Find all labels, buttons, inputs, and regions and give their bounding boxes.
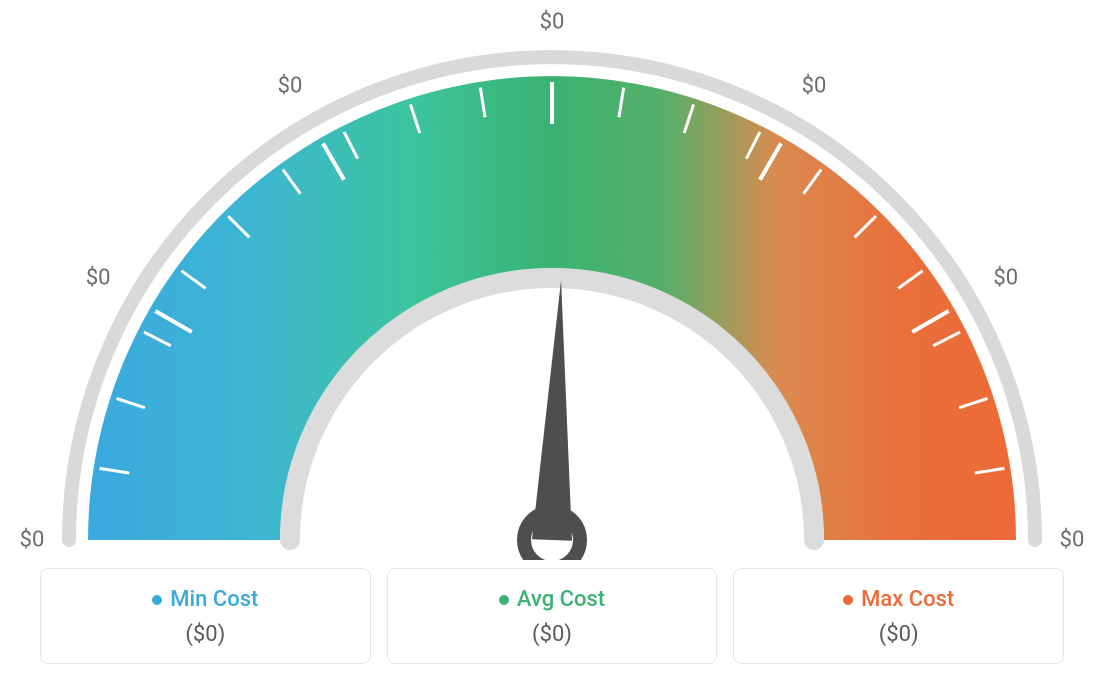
legend-dot-min	[152, 595, 162, 605]
legend-value-max: ($0)	[746, 622, 1051, 647]
legend-card-avg: Avg Cost ($0)	[387, 568, 718, 664]
gauge-container: $0 $0 $0 $0 $0 $0 $0	[0, 0, 1104, 560]
legend-value-min: ($0)	[53, 622, 358, 647]
legend-value-avg: ($0)	[400, 622, 705, 647]
legend-title-max: Max Cost	[843, 587, 954, 612]
gauge-scale-label: $0	[993, 266, 1018, 291]
legend-row: Min Cost ($0) Avg Cost ($0) Max Cost ($0…	[0, 568, 1104, 664]
legend-card-max: Max Cost ($0)	[733, 568, 1064, 664]
gauge-scale-label: $0	[86, 266, 111, 291]
legend-title-min: Min Cost	[152, 587, 258, 612]
legend-title-avg: Avg Cost	[499, 587, 605, 612]
legend-dot-avg	[499, 595, 509, 605]
legend-label-max: Max Cost	[861, 587, 954, 612]
gauge-scale-label: $0	[1060, 528, 1085, 553]
legend-label-avg: Avg Cost	[517, 587, 605, 612]
legend-label-min: Min Cost	[170, 587, 258, 612]
gauge-scale-label: $0	[278, 74, 303, 99]
gauge-scale-label: $0	[540, 10, 565, 35]
gauge-scale-label: $0	[20, 528, 45, 553]
gauge-scale-label: $0	[802, 74, 827, 99]
legend-card-min: Min Cost ($0)	[40, 568, 371, 664]
legend-dot-max	[843, 595, 853, 605]
gauge-svg	[0, 0, 1104, 560]
